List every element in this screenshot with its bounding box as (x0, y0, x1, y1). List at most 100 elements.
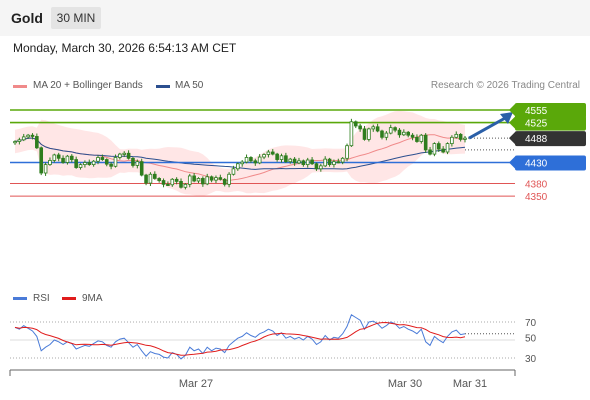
credit-label: Research © 2026 Trading Central (430, 80, 580, 91)
candle-body (314, 163, 319, 170)
projection-arrow-shaft (468, 115, 508, 140)
candle-body (43, 164, 48, 174)
candle-body (423, 134, 428, 151)
candle-body (113, 157, 118, 167)
candle-body (419, 134, 424, 142)
candle-body (450, 136, 454, 145)
candle-body (74, 159, 78, 168)
rsi-tick-label: 30 (525, 354, 537, 365)
candle-body (87, 162, 92, 165)
candle-body (319, 165, 323, 170)
candle-body (17, 139, 22, 142)
rsi-legend-label: RSI (33, 293, 50, 304)
candle-body (214, 177, 218, 181)
candle-body (458, 133, 463, 140)
candle-body (463, 137, 467, 140)
candle-body (13, 141, 17, 144)
level-tag-pointer (509, 131, 516, 146)
x-tick-label: Mar 31 (453, 378, 487, 390)
candle-body (380, 130, 384, 138)
bb-legend-label: MA 20 + Bollinger Bands (33, 80, 143, 91)
candle-body (222, 178, 227, 185)
candle-body (104, 159, 109, 165)
candle-body (415, 136, 419, 142)
candle-body (126, 152, 131, 159)
rsi-legend-swatch (13, 297, 27, 300)
candle-body (288, 158, 293, 163)
candle-body (428, 149, 432, 155)
candle-body (406, 131, 411, 136)
candle-body (445, 143, 450, 153)
candle-body (157, 178, 161, 181)
x-tick-label: Mar 27 (179, 378, 213, 390)
candle-body (21, 136, 26, 141)
candle-body (192, 175, 196, 182)
candle-body (375, 126, 380, 132)
candle-body (65, 155, 70, 163)
candle-body (454, 133, 459, 138)
level-tag-4555 (515, 103, 586, 118)
candle-body (131, 157, 135, 166)
candle-body (410, 134, 415, 138)
candle-body (109, 163, 113, 167)
candle-body (122, 152, 127, 155)
candle-body (441, 148, 445, 153)
candle-body (39, 147, 44, 174)
candle-body (371, 126, 376, 130)
timeframe-button[interactable]: 30 MIN (51, 7, 101, 29)
level-tag-text-4488: 4488 (525, 134, 548, 145)
candle-body (209, 176, 214, 181)
rsi-line (14, 314, 466, 360)
candle-body (275, 153, 279, 160)
rsi-ma-legend-swatch (62, 297, 76, 300)
candle-body (402, 131, 406, 136)
level-tag-pointer (509, 103, 516, 117)
ma50-line (14, 137, 466, 170)
candle-body (249, 157, 253, 162)
candle-body (201, 178, 205, 185)
candle-body (270, 151, 275, 155)
candle-body (436, 143, 441, 150)
candle-body (257, 156, 262, 164)
candle-body (358, 125, 362, 130)
candle-body (236, 163, 240, 170)
candle-body (301, 160, 306, 166)
candle-body (297, 160, 301, 164)
candle-body (292, 158, 297, 164)
candle-body (100, 157, 105, 160)
candle-body (69, 155, 74, 160)
candle-body (367, 128, 371, 140)
candle-body (393, 127, 397, 131)
candle-body (397, 129, 402, 136)
candle-body (388, 127, 393, 134)
candle-body (279, 155, 284, 160)
level-label-4350: 4350 (525, 192, 548, 203)
ma50-legend-label: MA 50 (175, 80, 204, 91)
candle-body (35, 136, 39, 149)
candle-body (332, 161, 336, 166)
candle-body (187, 175, 192, 185)
candle-body (323, 158, 327, 167)
candle-body (26, 134, 30, 138)
level-label-4380: 4380 (525, 180, 548, 191)
level-tag-4430 (515, 155, 586, 171)
candle-body (52, 154, 57, 161)
candle-body (161, 180, 166, 185)
candle-body (327, 158, 332, 165)
level-tag-pointer (509, 155, 516, 170)
candle-body (240, 161, 244, 165)
level-tag-text-4430: 4430 (525, 159, 548, 170)
projection-arrow-head (500, 112, 513, 124)
candle-body (179, 180, 183, 188)
candle-body (262, 154, 266, 158)
candle-body (218, 177, 223, 180)
rsi-ma-legend-label: 9MA (82, 293, 103, 304)
candle-body (244, 157, 249, 163)
ma50-legend-swatch (156, 85, 170, 88)
instrument-title: Gold (11, 10, 43, 26)
candle-body (144, 174, 148, 184)
candle-body (266, 151, 271, 155)
datetime-label: Monday, March 30, 2026 6:54:13 AM CET (13, 41, 237, 55)
